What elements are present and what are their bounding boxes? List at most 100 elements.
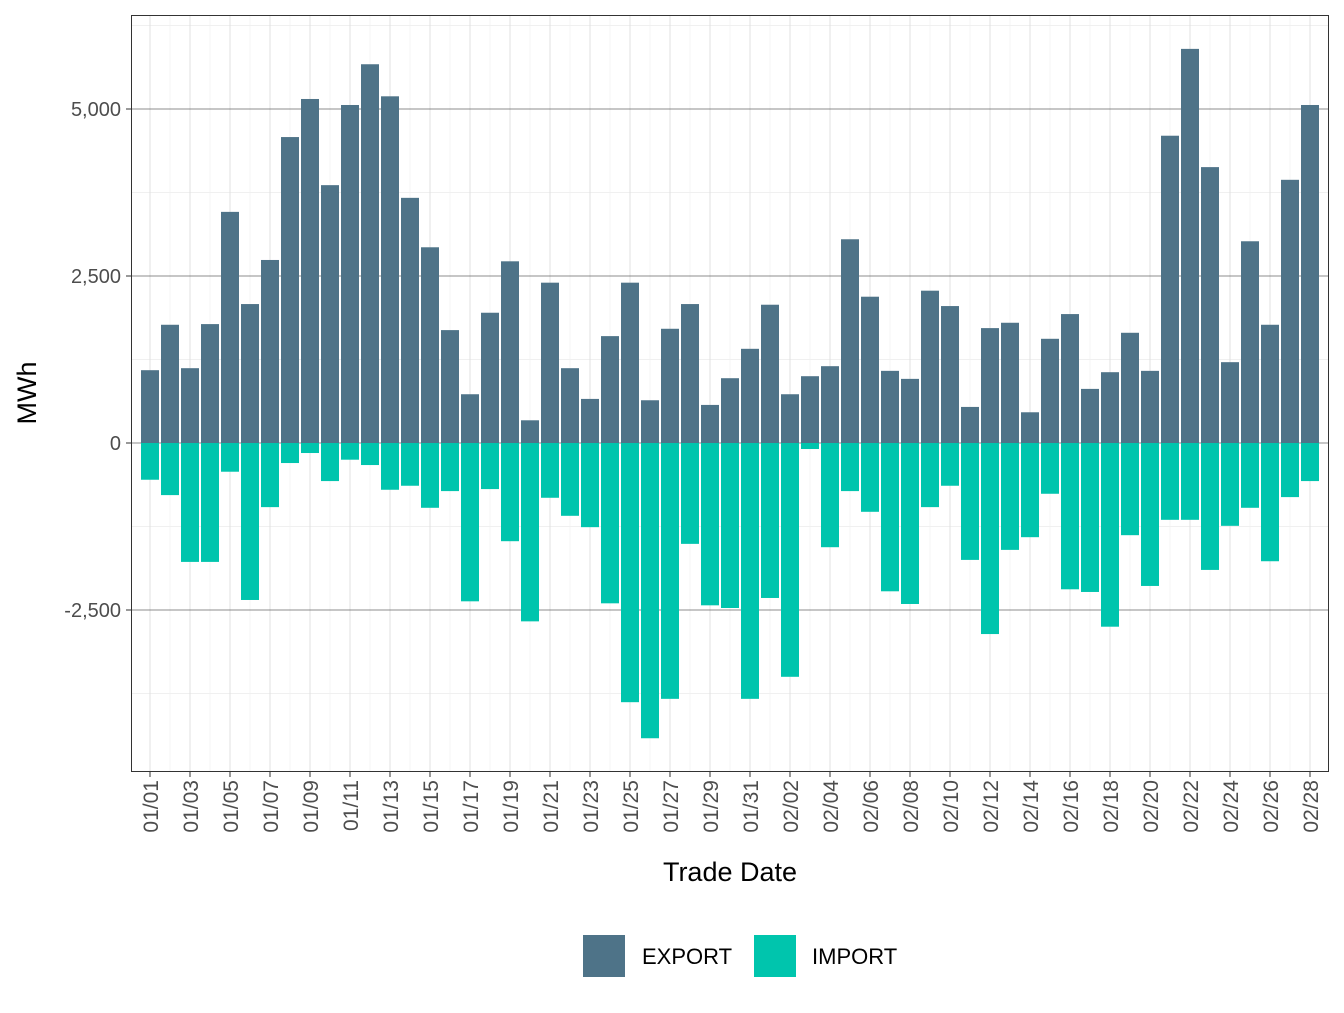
import-bar <box>321 443 339 482</box>
import-bar <box>961 443 979 560</box>
x-tick-label: 01/03 <box>180 780 203 833</box>
x-tick-label: 01/23 <box>580 780 603 833</box>
export-bar <box>261 259 279 443</box>
x-tick-label: 01/27 <box>660 780 683 833</box>
x-tick-label: 02/18 <box>1100 780 1123 833</box>
export-bar <box>1081 388 1099 443</box>
import-bar <box>161 443 179 496</box>
import-bar <box>201 443 219 562</box>
export-bar <box>421 247 439 443</box>
x-tick-label: 02/24 <box>1220 780 1243 833</box>
import-bar <box>181 443 199 562</box>
import-bar <box>1261 443 1279 562</box>
x-axis-title: Trade Date <box>663 857 797 887</box>
export-bar <box>1301 104 1319 443</box>
import-bar <box>1101 443 1119 627</box>
legend-key-import <box>754 935 796 977</box>
legend-key-export <box>583 935 625 977</box>
x-tick-label: 01/07 <box>260 780 283 833</box>
import-bar <box>761 443 779 598</box>
import-bar <box>381 443 399 490</box>
export-bar <box>1181 48 1199 443</box>
import-bar <box>481 443 499 490</box>
export-bar <box>381 96 399 444</box>
export-bar <box>1241 241 1259 443</box>
x-tick-label: 02/04 <box>820 780 843 833</box>
import-bar <box>1301 443 1319 482</box>
export-bar <box>1121 332 1139 443</box>
import-bar <box>1161 443 1179 520</box>
x-tick-label: 01/29 <box>700 780 723 833</box>
export-bar <box>681 304 699 443</box>
y-tick-label: 0 <box>110 433 121 455</box>
x-tick-label: 01/01 <box>140 780 163 833</box>
legend-label-export: EXPORT <box>642 944 732 969</box>
export-bar <box>201 324 219 443</box>
export-bar <box>581 398 599 443</box>
export-bar <box>981 328 999 443</box>
y-axis-title: MWh <box>12 362 42 425</box>
export-bar <box>461 394 479 443</box>
import-bar <box>881 443 899 592</box>
import-bar <box>441 443 459 492</box>
import-bar <box>721 443 739 608</box>
import-bar <box>1001 443 1019 550</box>
import-bar <box>1221 443 1239 526</box>
export-bar <box>761 304 779 443</box>
import-bar <box>641 443 659 739</box>
import-bar <box>941 443 959 486</box>
export-bar <box>1261 324 1279 443</box>
import-bar <box>261 443 279 508</box>
import-bar <box>521 443 539 622</box>
export-bar <box>501 261 519 443</box>
x-tick-label: 02/08 <box>900 780 923 833</box>
import-bar <box>701 443 719 606</box>
export-bar <box>561 368 579 443</box>
import-bar <box>1141 443 1159 586</box>
export-bar <box>1061 314 1079 443</box>
x-tick-label: 01/25 <box>620 780 643 833</box>
import-bar <box>841 443 859 492</box>
x-tick-label: 02/22 <box>1180 780 1203 833</box>
export-bar <box>161 324 179 443</box>
import-bar <box>861 443 879 512</box>
import-bar <box>821 443 839 548</box>
import-bar <box>921 443 939 508</box>
export-bar <box>221 211 239 443</box>
export-bar <box>901 378 919 443</box>
import-bar <box>561 443 579 516</box>
export-bar <box>801 376 819 443</box>
export-bar <box>961 406 979 443</box>
import-bar <box>1241 443 1259 508</box>
export-bar <box>1001 322 1019 443</box>
import-bar <box>1201 443 1219 570</box>
import-bar <box>901 443 919 604</box>
import-bar <box>781 443 799 677</box>
export-bar <box>141 370 159 443</box>
import-bar <box>601 443 619 604</box>
export-bar <box>481 312 499 443</box>
import-bar <box>401 443 419 486</box>
export-bar <box>841 239 859 443</box>
import-bar <box>1021 443 1039 538</box>
export-bar <box>301 98 319 443</box>
export-bar <box>321 185 339 444</box>
export-bar <box>601 336 619 443</box>
import-bar <box>421 443 439 508</box>
x-tick-label: 02/14 <box>1020 780 1043 833</box>
export-bar <box>521 420 539 443</box>
export-bar <box>701 404 719 443</box>
y-tick-label: 2,500 <box>71 266 121 288</box>
import-bar <box>1181 443 1199 520</box>
import-bar <box>681 443 699 544</box>
export-bar <box>941 306 959 443</box>
export-bar <box>361 64 379 443</box>
x-tick-label: 02/02 <box>780 780 803 833</box>
import-bar <box>221 443 239 472</box>
export-bar <box>1021 412 1039 443</box>
x-tick-label: 02/12 <box>980 780 1003 833</box>
legend-label-import: IMPORT <box>812 944 897 969</box>
import-bar <box>621 443 639 703</box>
y-tick-label: 5,000 <box>71 99 121 121</box>
export-bar <box>661 328 679 443</box>
